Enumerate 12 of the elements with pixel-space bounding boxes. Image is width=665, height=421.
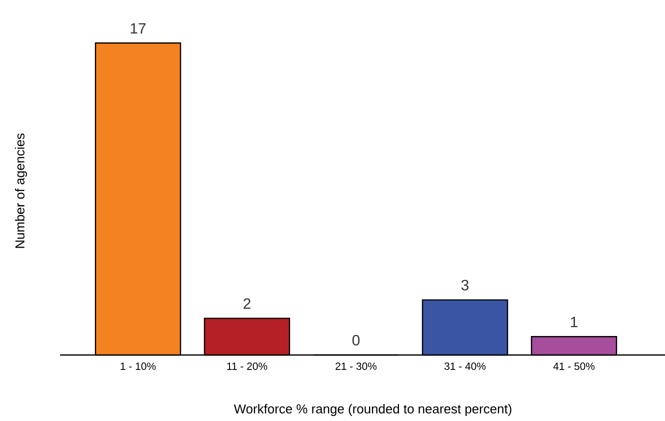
- x-axis-title: Workforce % range (rounded to nearest percent): [234, 404, 512, 416]
- data-label: 2: [244, 298, 250, 309]
- data-label: 3: [461, 280, 469, 290]
- x-tick-label: 1 - 10%: [120, 362, 156, 370]
- x-tick-label: 11 - 20%: [227, 362, 268, 370]
- data-label: 17: [130, 23, 146, 34]
- x-tick-label: 21 - 30%: [336, 362, 377, 370]
- data-label: 0: [352, 334, 360, 346]
- y-axis-title: Number of agencies: [14, 134, 28, 248]
- x-tick-label: 31 - 40%: [444, 362, 486, 370]
- data-label: 1: [570, 316, 578, 328]
- x-tick-label: 41 - 50%: [553, 362, 595, 370]
